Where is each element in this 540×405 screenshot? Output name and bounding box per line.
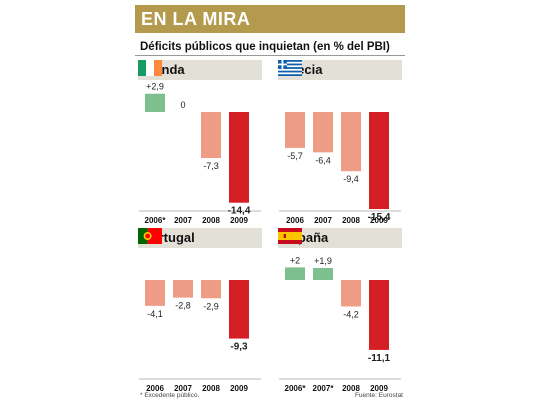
- country-tab: Portugal: [138, 228, 262, 248]
- category-label: 2006*: [145, 216, 167, 225]
- bar-2008: [201, 112, 221, 158]
- bar-2006*: [285, 267, 305, 280]
- category-label: 2006*: [285, 384, 307, 393]
- value-label: -4,2: [343, 309, 359, 319]
- bar-2008: [341, 112, 361, 172]
- espana-chart: +2 2006* +1,9 2007* -4,2 2008 -11,1 2009: [279, 255, 401, 393]
- category-label: 2008: [342, 384, 360, 393]
- category-label: 2008: [202, 384, 220, 393]
- header-banner: EN LA MIRA: [135, 5, 405, 33]
- category-label: 2008: [342, 216, 360, 225]
- chart-subtitle: Déficits públicos que inquietan (en % de…: [140, 41, 390, 53]
- value-label: -4,1: [147, 309, 163, 319]
- value-label: -5,7: [287, 151, 303, 161]
- panel-portugal: Portugal -4,1 2006 -2,8 2007 -2,9 2008 -9,3 200…: [135, 228, 265, 393]
- panel-espana: España +2 2006* +1,9 2007* -4,2 2008 -11,1 2009: [275, 228, 405, 393]
- bar-2007: [313, 112, 333, 153]
- category-label: 2009: [370, 216, 388, 225]
- category-label: 2006: [146, 384, 164, 393]
- category-label: 2009: [230, 384, 248, 393]
- category-label: 2008: [202, 216, 220, 225]
- ireland-flag-icon: [138, 60, 162, 76]
- value-label: -7,3: [203, 161, 219, 171]
- value-label: -11,1: [368, 353, 391, 364]
- bar-2008: [341, 280, 361, 307]
- category-label: 2009: [230, 216, 248, 225]
- value-label: -6,4: [315, 155, 331, 165]
- category-label: 2009: [370, 384, 388, 393]
- category-label: 2007: [314, 216, 332, 225]
- spain-flag-icon: [278, 228, 302, 244]
- value-label: -9,4: [343, 174, 359, 184]
- country-tab: Irlanda: [138, 60, 262, 80]
- bar-2006*: [145, 93, 165, 112]
- portugal-flag-icon: [138, 228, 162, 244]
- footnote: * Excedente público.: [140, 392, 200, 399]
- bar-2007*: [313, 268, 333, 280]
- value-label: -2,9: [203, 301, 219, 311]
- bar-2009: [229, 112, 249, 203]
- bar-2009: [369, 280, 389, 350]
- portugal-chart: -4,1 2006 -2,8 2007 -2,9 2008 -9,3 2009: [139, 280, 261, 393]
- value-label: -9,3: [230, 342, 248, 353]
- category-label: 2007: [174, 384, 192, 393]
- value-label: -2,8: [175, 301, 191, 311]
- country-tab: España: [278, 228, 402, 248]
- bar-2008: [201, 280, 221, 299]
- value-label: +2,9: [146, 82, 164, 92]
- bar-2009: [369, 112, 389, 210]
- header-title: EN LA MIRA: [141, 9, 251, 29]
- source-note: Fuente: Eurostat: [354, 392, 403, 399]
- greece-flag-icon: [278, 60, 302, 76]
- category-label: 2007*: [313, 384, 335, 393]
- value-label: +1,9: [314, 256, 332, 266]
- panel-irlanda: Irlanda +2,9 2006* 0 2007 -7,3 2008 -14,4 2009: [135, 60, 265, 225]
- bar-2007: [173, 280, 193, 298]
- bar-2006: [145, 280, 165, 306]
- category-label: 2006: [286, 216, 304, 225]
- value-label: 0: [180, 100, 185, 110]
- value-label: -15,4: [368, 212, 391, 223]
- bar-2006: [285, 112, 305, 148]
- bar-2009: [229, 280, 249, 339]
- panel-grecia: Grecia -5,7 2006 -6,4 2007 -9,4 2008 -15,4 2009: [275, 60, 405, 225]
- value-label: -14,4: [228, 206, 251, 217]
- category-label: 2007: [174, 216, 192, 225]
- value-label: +2: [290, 255, 300, 265]
- subtitle-divider: [135, 55, 405, 56]
- country-tab: Grecia: [278, 60, 402, 80]
